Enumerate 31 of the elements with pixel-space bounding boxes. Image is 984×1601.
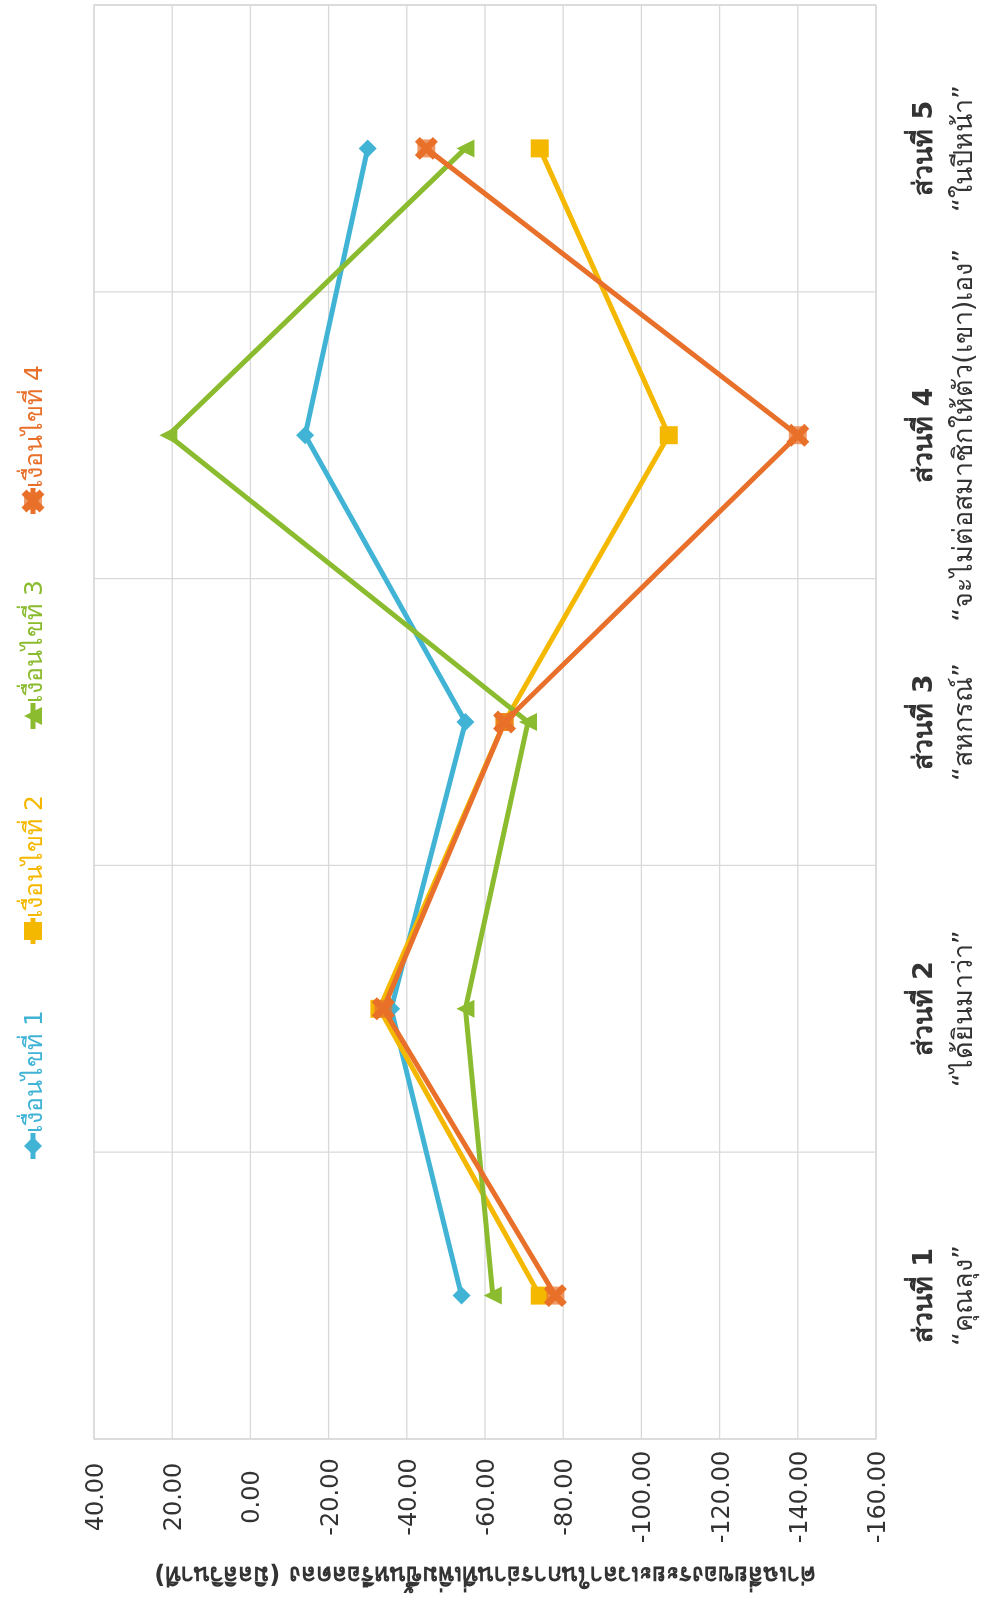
y-tick-label: ส่วนที่ 2 “ได้ยินมาว่า” xyxy=(903,930,978,1088)
x-tick-label: -20.00 xyxy=(315,1458,344,1536)
y-tick-label: ส่วนที่ 5 “ในปีหน้า” xyxy=(903,84,978,212)
point xyxy=(456,713,475,731)
x-tick-label: -100.00 xyxy=(628,1450,657,1544)
x-tick-label: -60.00 xyxy=(472,1458,500,1536)
y-tick-label: ส่วนที่ 1 “คุณลุง” xyxy=(903,1245,980,1347)
x-tick-label: 0.00 xyxy=(237,1470,266,1524)
point xyxy=(456,999,475,1018)
point xyxy=(413,135,439,161)
x-tick-label: -40.00 xyxy=(393,1458,422,1536)
point xyxy=(370,996,396,1022)
point xyxy=(519,713,538,731)
point xyxy=(358,139,377,158)
x-axis-title: ค่าเฉลี่ยของระยะเวลาในการอ่านที่เพิ่มขึ้นหรือลดลง (มิลลิวินาที) xyxy=(154,1561,816,1594)
x-tick-label: 40.00 xyxy=(81,1462,109,1532)
y-tick-label: ส่วนที่ 4 “จะไม่ต่อสมาชิกให้ตัว(เขา)เอง” xyxy=(903,248,978,622)
x-tick-label: -160.00 xyxy=(863,1450,891,1544)
point xyxy=(785,422,811,448)
point xyxy=(530,139,549,158)
point xyxy=(483,1286,502,1305)
y-tick-label: ส่วนที่ 3 “สหกรณ์” xyxy=(903,663,978,781)
point xyxy=(542,1283,568,1309)
x-tick-label: -80.00 xyxy=(550,1458,579,1536)
point xyxy=(296,426,315,445)
point xyxy=(659,426,678,445)
point xyxy=(452,1286,471,1305)
point xyxy=(456,139,475,158)
x-tick-label: -120.00 xyxy=(706,1450,735,1544)
x-tick-label: 20.00 xyxy=(159,1462,188,1532)
x-tick-label: -140.00 xyxy=(784,1450,813,1544)
